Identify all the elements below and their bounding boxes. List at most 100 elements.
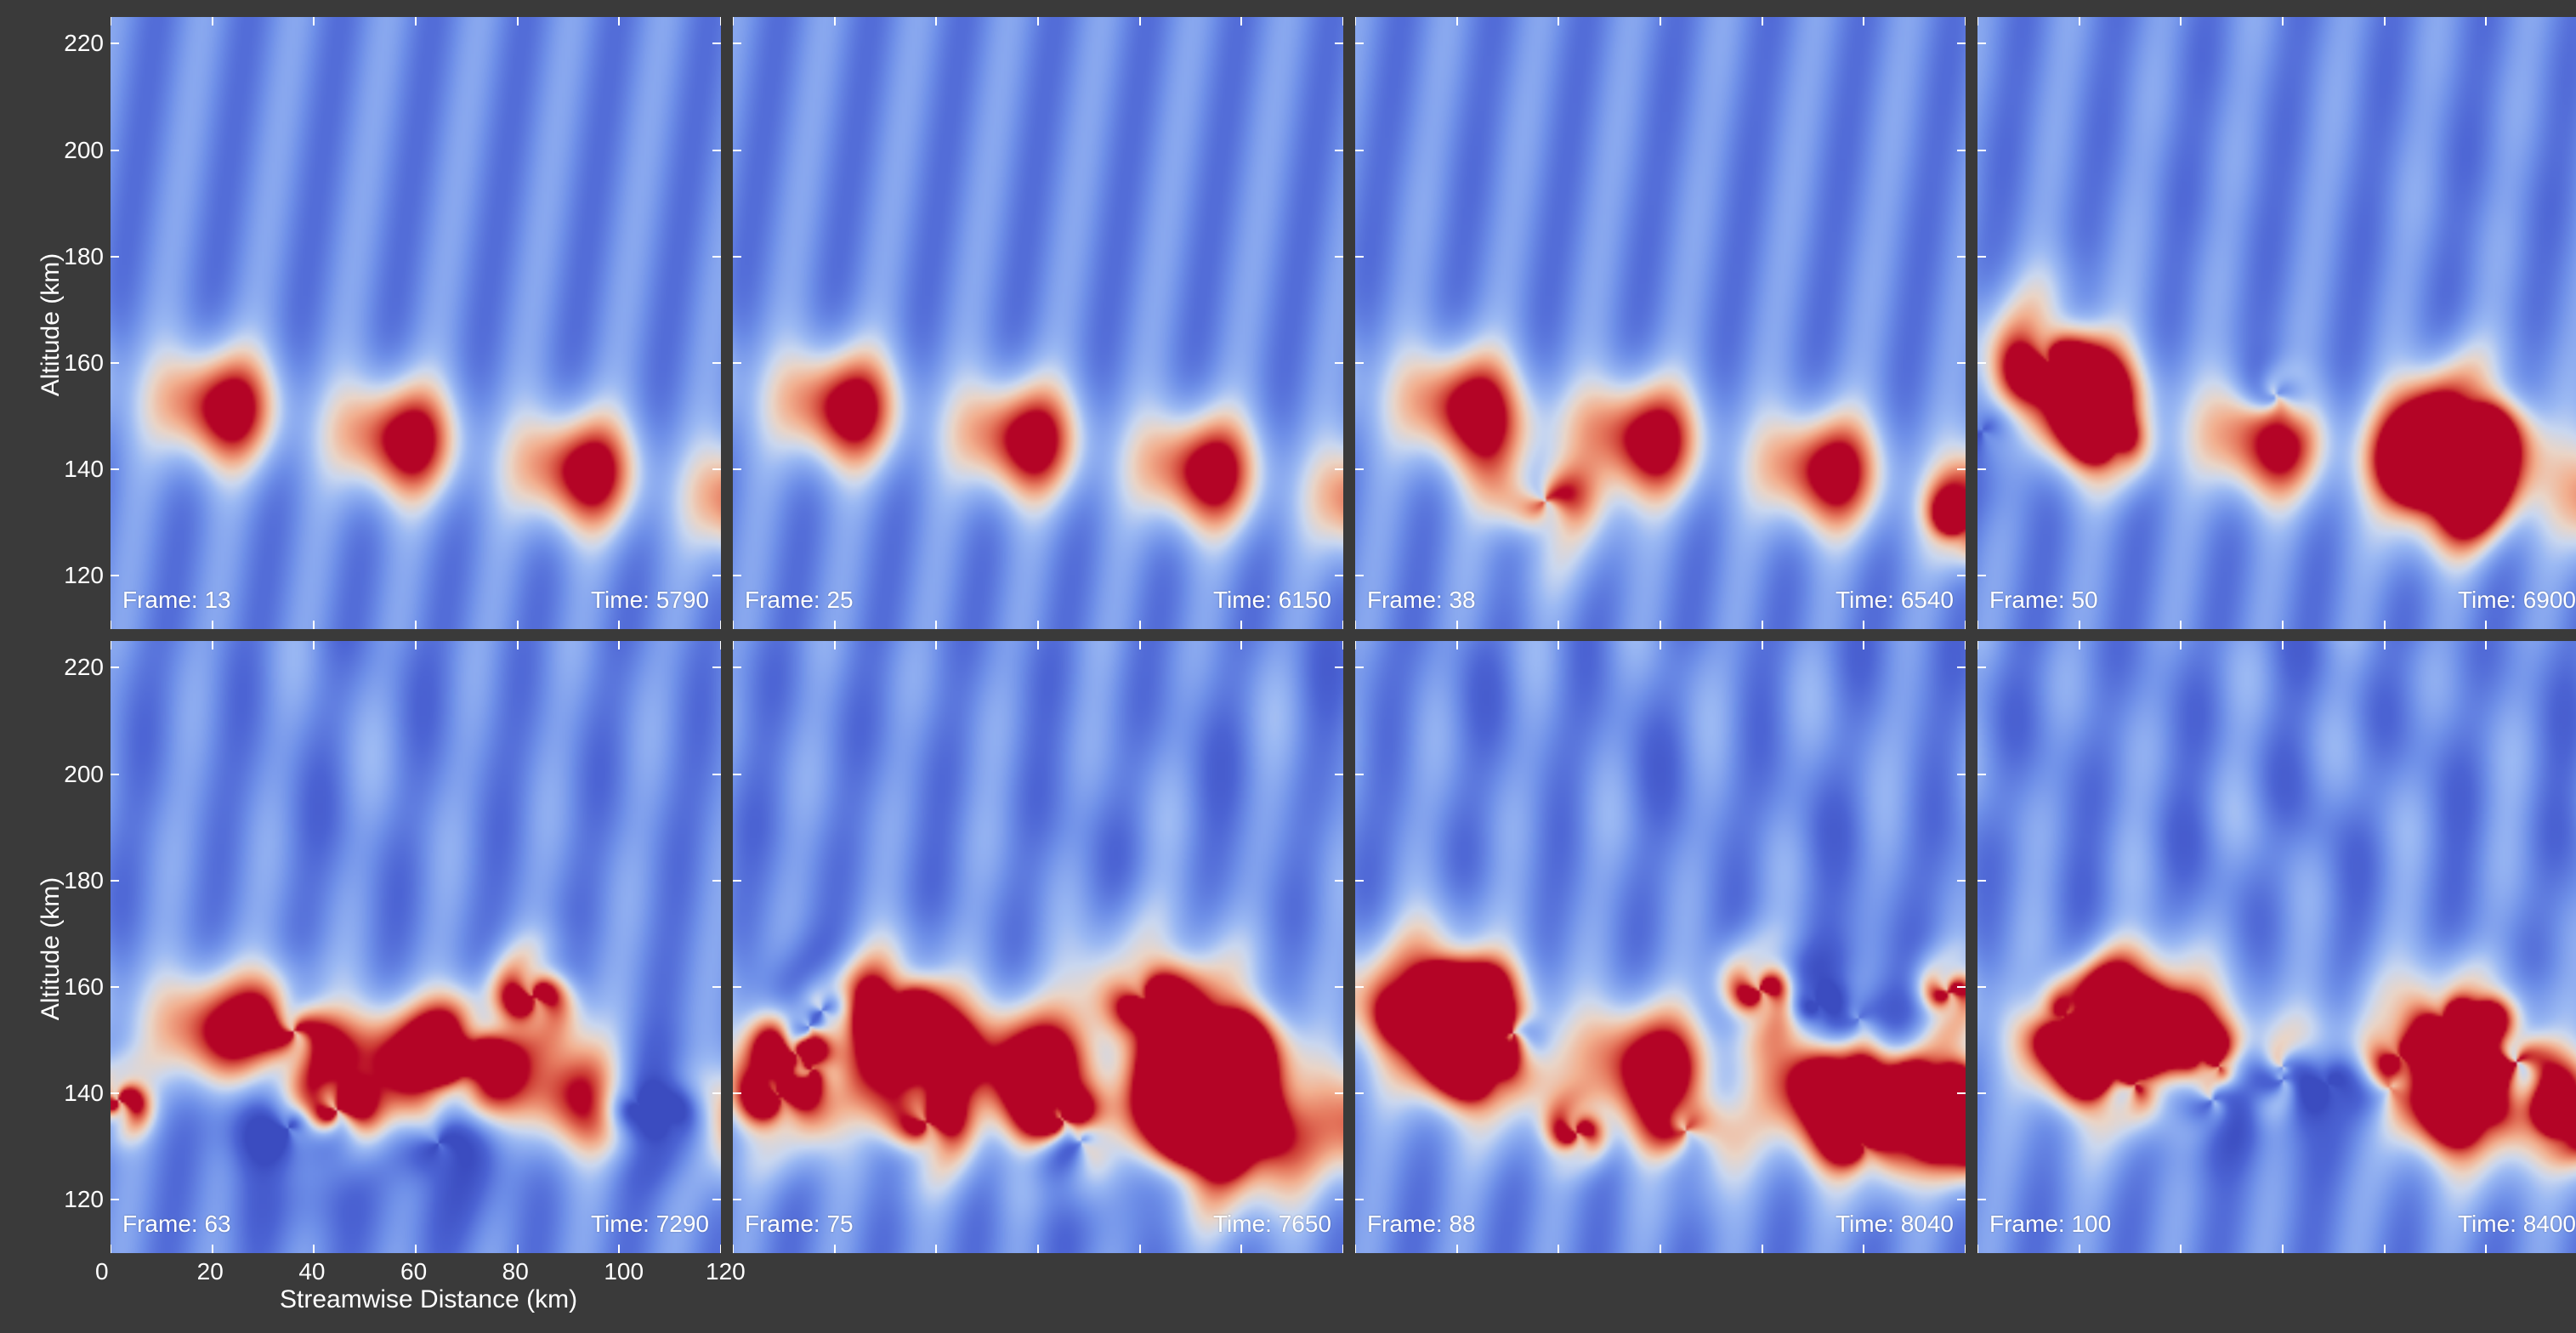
x-tick-mark <box>1037 17 1039 26</box>
y-tick-mark <box>1977 256 1986 258</box>
heatmap-panel: Frame: 88Time: 8040 <box>1355 641 1966 1253</box>
x-tick-mark <box>1558 17 1559 26</box>
y-tick-mark <box>1355 880 1364 882</box>
x-tick-mark <box>2485 641 2487 649</box>
x-tick-mark <box>1762 641 1763 649</box>
frame-label: Frame: 100 <box>1989 1211 2111 1238</box>
y-tick-mark <box>712 1199 721 1200</box>
time-label: Time: 6150 <box>1213 587 1331 614</box>
y-tick-mark <box>733 150 741 151</box>
y-tick-mark <box>111 880 119 882</box>
x-tick-mark <box>517 1245 519 1253</box>
x-tick-mark <box>1558 1245 1559 1253</box>
x-tick-mark <box>517 621 519 629</box>
y-axis-label: Altitude (km) <box>37 240 65 410</box>
x-tick-mark <box>2079 1245 2080 1253</box>
heatmap-canvas <box>1355 17 1966 629</box>
x-tick-mark <box>2282 641 2284 649</box>
y-tick-mark <box>1957 774 1966 775</box>
frame-label: Frame: 50 <box>1989 587 2098 614</box>
heatmap-panel: Frame: 38Time: 6540 <box>1355 17 1966 629</box>
y-tick-mark <box>712 256 721 258</box>
x-tick-mark <box>1240 1245 1242 1253</box>
x-tick-mark <box>1965 641 1966 649</box>
heatmap-panel: Frame: 50 Time: 6900 <box>1977 17 2576 629</box>
y-tick-label: 120 <box>64 562 104 589</box>
x-tick-mark <box>720 641 721 649</box>
y-tick-mark <box>1977 774 1986 775</box>
x-tick-mark <box>2282 1245 2284 1253</box>
x-tick-mark <box>834 621 836 629</box>
x-tick-mark <box>1762 1245 1763 1253</box>
x-tick-mark <box>1965 17 1966 26</box>
x-tick-mark <box>2282 621 2284 629</box>
y-tick-mark <box>1355 256 1364 258</box>
x-tick-mark <box>415 621 417 629</box>
y-tick-mark <box>1977 575 1986 576</box>
y-tick-mark <box>733 468 741 470</box>
y-tick-mark <box>1355 43 1364 44</box>
y-tick-mark <box>1957 362 1966 364</box>
time-label: Time: 6540 <box>1836 587 1954 614</box>
y-tick-mark <box>1957 666 1966 668</box>
x-tick-mark <box>2384 1245 2386 1253</box>
x-tick-mark <box>935 641 937 649</box>
x-tick-mark <box>212 641 213 649</box>
y-tick-mark <box>1957 986 1966 988</box>
y-tick-mark <box>1957 468 1966 470</box>
x-tick-mark <box>1037 621 1039 629</box>
y-tick-mark <box>1957 1199 1966 1200</box>
x-tick-mark <box>2180 621 2182 629</box>
y-tick-mark <box>1355 986 1364 988</box>
y-tick-mark <box>111 362 119 364</box>
time-label: Time: 6900 <box>2458 587 2576 614</box>
x-tick-mark <box>834 1245 836 1253</box>
y-tick-mark <box>1977 1092 1986 1094</box>
y-tick-mark <box>111 150 119 151</box>
y-tick-mark <box>733 362 741 364</box>
y-tick-mark <box>712 43 721 44</box>
x-tick-mark <box>1965 621 1966 629</box>
y-tick-label: 180 <box>64 867 104 894</box>
x-tick-mark <box>2079 17 2080 26</box>
x-tick-mark <box>935 17 937 26</box>
x-tick-mark <box>1037 641 1039 649</box>
y-tick-mark <box>1335 1199 1343 1200</box>
x-tick-mark <box>1456 621 1458 629</box>
x-tick-mark <box>720 621 721 629</box>
y-tick-mark <box>1957 1092 1966 1094</box>
x-tick-mark <box>720 1245 721 1253</box>
y-tick-mark <box>712 362 721 364</box>
x-tick-mark <box>1139 621 1141 629</box>
y-tick-mark <box>733 1092 741 1094</box>
y-tick-mark <box>1355 1199 1364 1200</box>
y-tick-mark <box>1957 575 1966 576</box>
y-tick-mark <box>111 43 119 44</box>
y-tick-mark <box>1335 362 1343 364</box>
x-tick-mark <box>313 1245 315 1253</box>
x-tick-mark <box>834 17 836 26</box>
y-tick-mark <box>1335 43 1343 44</box>
y-tick-mark <box>712 666 721 668</box>
y-tick-mark <box>1355 575 1364 576</box>
x-tick-mark <box>1660 641 1661 649</box>
y-tick-mark <box>1335 666 1343 668</box>
y-tick-mark <box>1335 986 1343 988</box>
x-tick-mark <box>618 17 620 26</box>
y-tick-mark <box>111 986 119 988</box>
x-tick-mark <box>618 621 620 629</box>
y-tick-mark <box>1335 468 1343 470</box>
time-label: Time: 7650 <box>1213 1211 1331 1238</box>
x-tick-mark <box>935 621 937 629</box>
x-tick-mark <box>212 17 213 26</box>
x-tick-mark <box>1977 641 1978 649</box>
x-tick-mark <box>2384 641 2386 649</box>
y-tick-mark <box>1335 256 1343 258</box>
y-tick-mark <box>1355 666 1364 668</box>
x-tick-mark <box>1240 17 1242 26</box>
figure-container: Frame: 13Time: 5790Frame: 25Time: 6150Fr… <box>0 0 2576 1333</box>
x-tick-mark <box>733 17 734 26</box>
y-tick-label: 180 <box>64 243 104 270</box>
y-tick-mark <box>1355 774 1364 775</box>
x-tick-mark <box>1977 17 1978 26</box>
